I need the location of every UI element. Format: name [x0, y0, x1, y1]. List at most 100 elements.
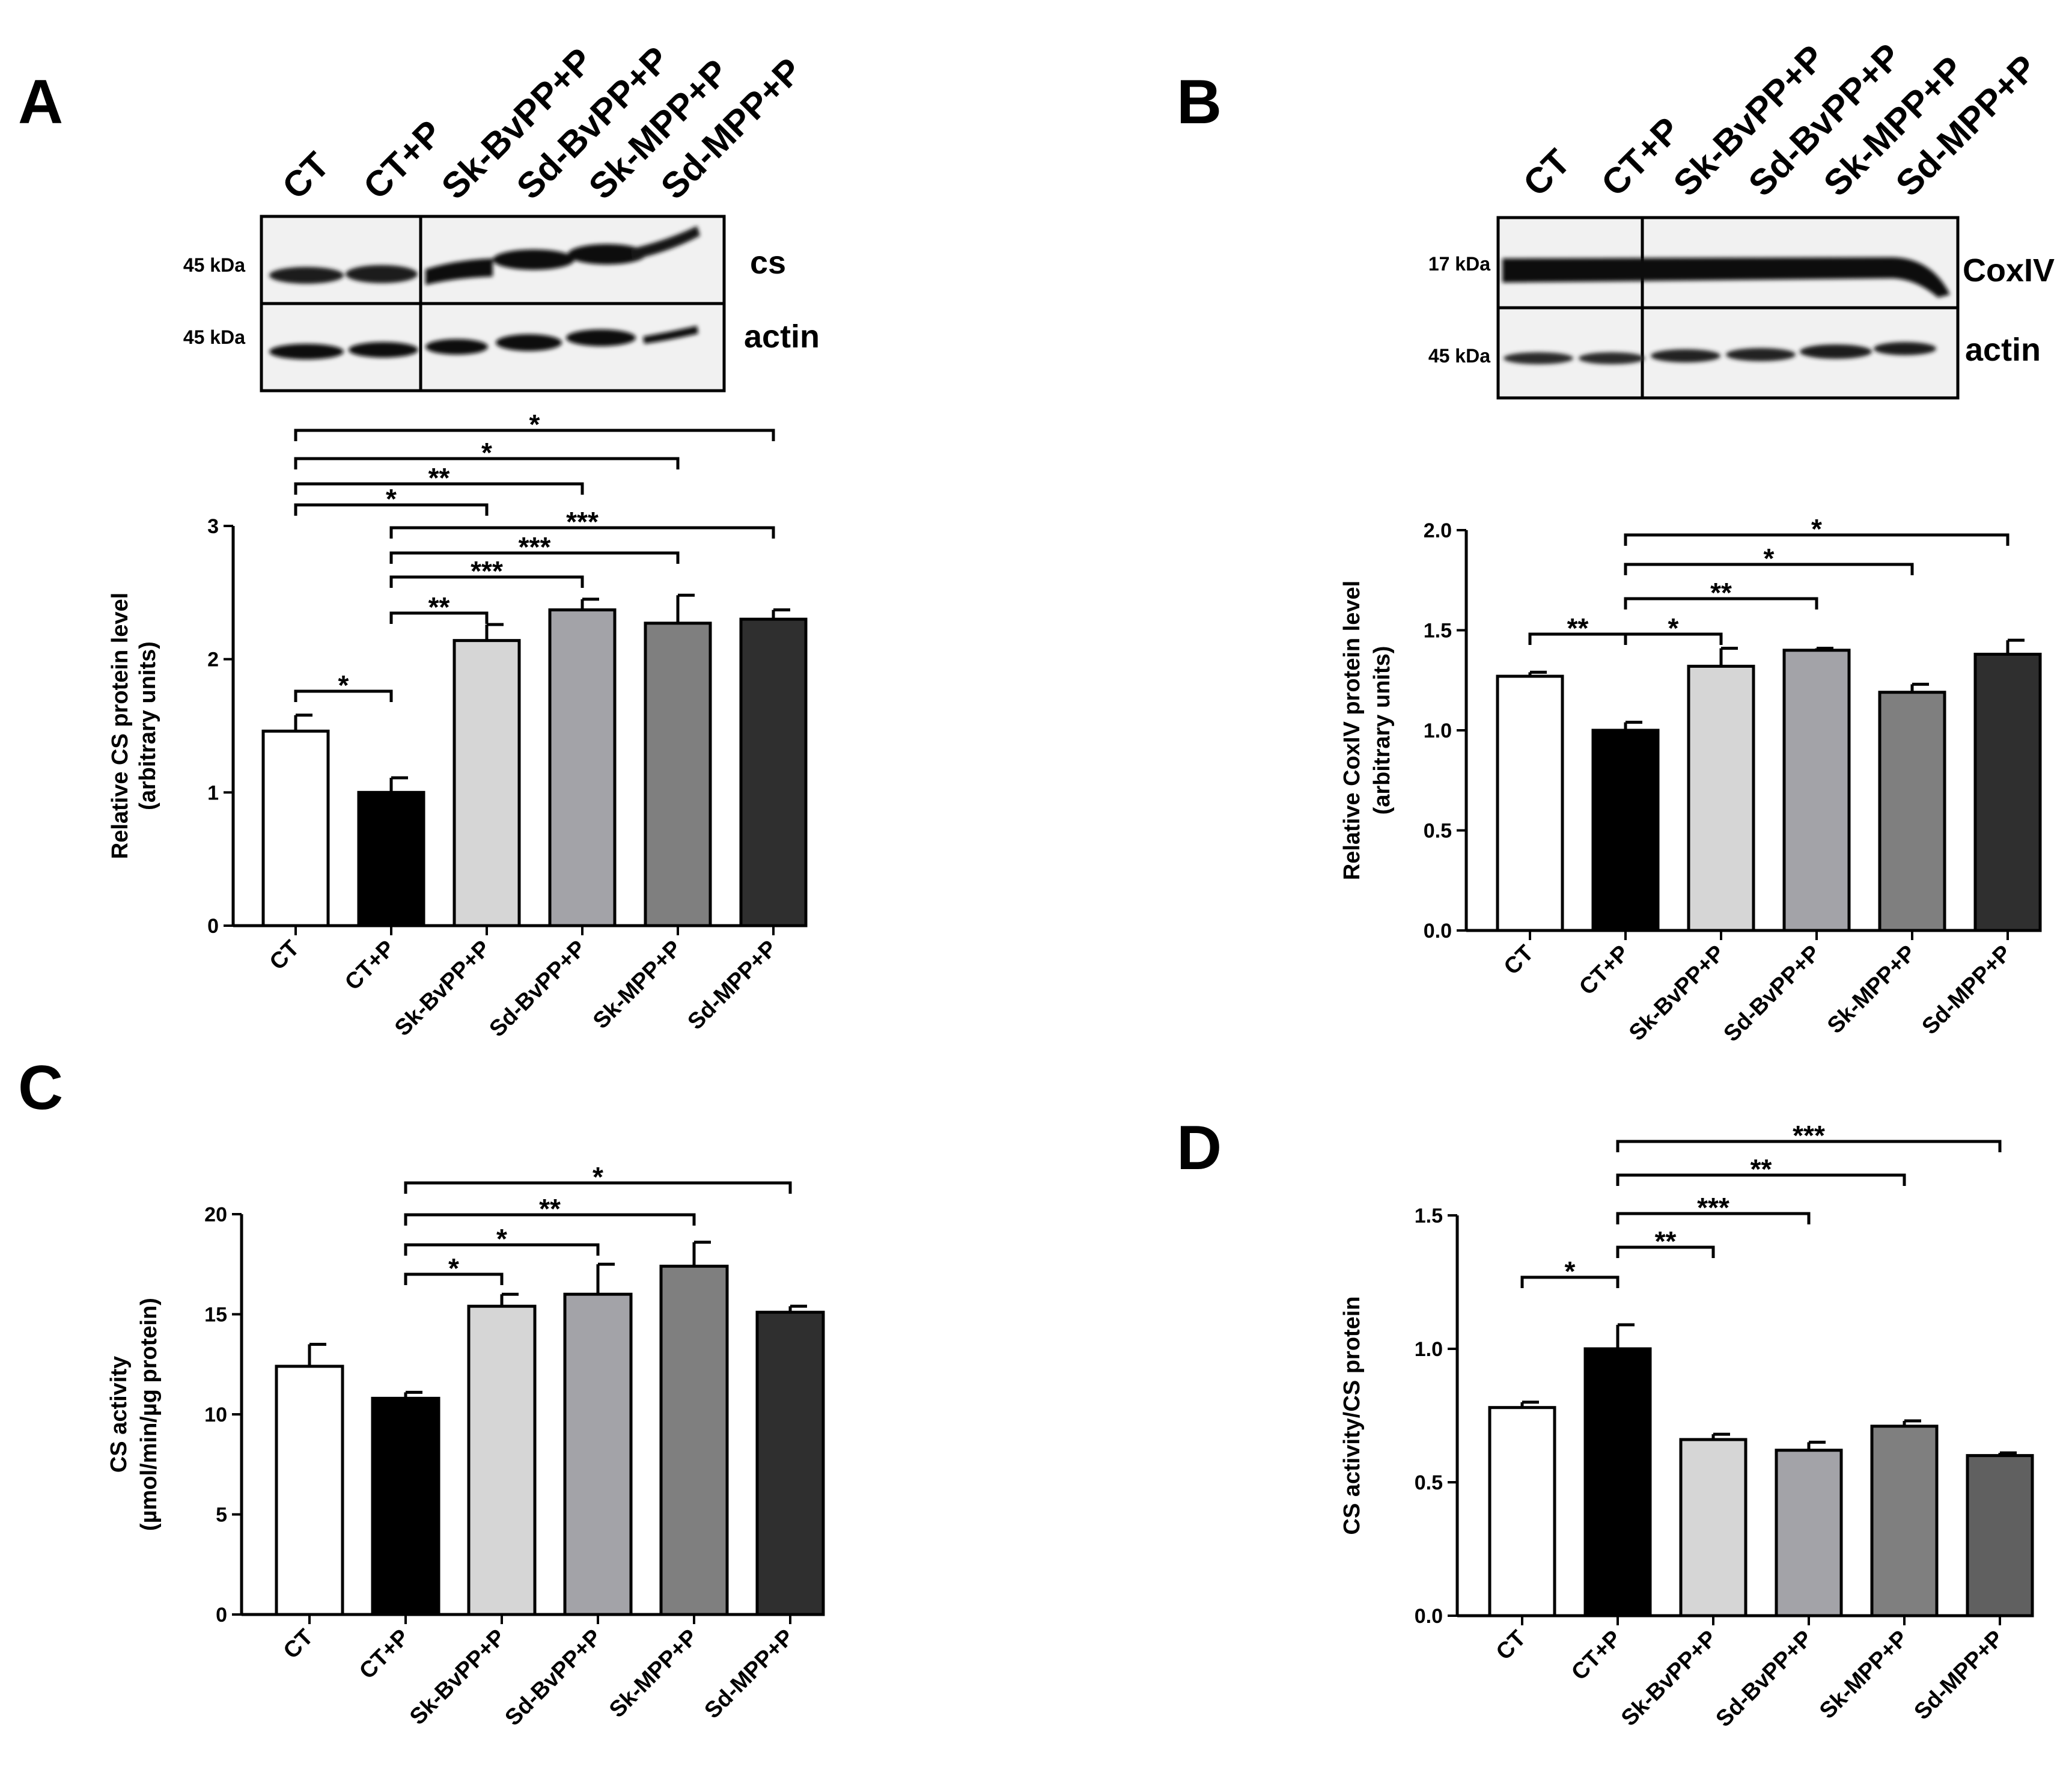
- actin-bands-b: [1504, 342, 1936, 364]
- bar: [1488, 1406, 1556, 1618]
- y-tick-label: 0.0: [1424, 920, 1452, 942]
- bar-chart-d: 0.0 0.5 1.0 1.5 CS activity/CS protein CT CT+P…: [1339, 1120, 2034, 1732]
- x-tick-label: Sk-BvPP+P: [1616, 1626, 1722, 1731]
- x-tick-label: Sk-MPP+P: [1815, 1626, 1913, 1724]
- x-tick-label: CT+P: [1567, 1626, 1626, 1685]
- x-tick-label: Sd-MPP+P: [683, 936, 782, 1035]
- significance-label: ***: [519, 531, 551, 563]
- significance-label: **: [1710, 577, 1732, 608]
- bar: [1878, 691, 1946, 932]
- bar: [548, 608, 617, 927]
- kda-label: 17 kDa: [1428, 253, 1490, 275]
- bar-chart-a: 0 1 2 3 Relative CS protein level (arbitrary …: [108, 409, 808, 1042]
- x-tick-label: Sk-BvPP+P: [390, 936, 495, 1041]
- band: [269, 267, 344, 284]
- bar: [739, 617, 808, 927]
- band: [1504, 352, 1573, 364]
- significance-label: **: [1751, 1153, 1772, 1185]
- bar: [755, 1310, 825, 1616]
- significance-label: *: [448, 1253, 459, 1284]
- y-tick-label: 2: [207, 649, 219, 671]
- panel-label-b: B: [1177, 67, 1222, 137]
- y-tick-label: 1: [207, 781, 219, 804]
- kda-label: 45 kDa: [183, 326, 245, 348]
- bar: [357, 790, 425, 927]
- significance-label: ***: [1793, 1120, 1825, 1151]
- significance-bracket: [1624, 563, 1914, 575]
- y-tick-label: 5: [216, 1504, 227, 1527]
- y-axis-label: (µmol/min/µg protein): [136, 1298, 162, 1531]
- coxiv-bands: [1502, 257, 1950, 298]
- bar: [1973, 652, 2042, 932]
- significance-label: *: [386, 483, 397, 515]
- y-tick-label: 0: [207, 915, 219, 938]
- lane-label: CT+P: [1594, 109, 1688, 204]
- band: [496, 334, 562, 351]
- bar: [275, 1364, 344, 1616]
- x-tick-label: CT+P: [340, 936, 400, 995]
- x-tick-label: Sd-MPP+P: [1918, 941, 2017, 1040]
- y-axis-label: CS activity: [106, 1356, 132, 1473]
- lane-labels-b: CT CT+PSk-BvPP+PSd-BvPP+PSk-MPP+PSd-MPP+P: [1516, 36, 2045, 204]
- y-tick-label: 2.0: [1424, 519, 1452, 542]
- x-tick-label: CT: [1492, 1626, 1531, 1666]
- bar: [1775, 1449, 1843, 1618]
- kda-label: 45 kDa: [1428, 345, 1490, 367]
- bar: [1583, 1347, 1652, 1618]
- band: [425, 339, 488, 355]
- bar: [563, 1292, 633, 1616]
- significance-bracket: [404, 1243, 600, 1256]
- lane-label: CT: [1516, 141, 1578, 204]
- panel-label-a: A: [18, 67, 63, 137]
- x-tick-label: Sk-MPP+P: [605, 1625, 702, 1723]
- bar: [261, 729, 330, 927]
- significance-bracket: [294, 429, 775, 441]
- y-axis-label: (arbitrary units): [1370, 646, 1395, 815]
- lane-labels-a: CT CT+PSk-BvPP+PSd-BvPP+PSk-MPP+PSd-MPP+P: [275, 39, 810, 207]
- y-tick-label: 20: [204, 1203, 227, 1226]
- significance-bracket: [389, 526, 775, 539]
- y-tick-label: 0.5: [1415, 1471, 1443, 1494]
- significance-bracket: [1616, 1140, 2002, 1152]
- band: [1726, 348, 1796, 361]
- significance-bracket: [294, 689, 393, 702]
- band: [1874, 342, 1936, 355]
- significance-bracket: [404, 1213, 696, 1226]
- x-tick-label: CT+P: [355, 1625, 414, 1684]
- significance-label: **: [539, 1193, 561, 1224]
- y-tick-label: 1.0: [1415, 1338, 1443, 1361]
- significance-label: ***: [566, 506, 599, 537]
- kda-label: 45 kDa: [183, 254, 245, 276]
- y-tick-label: 1.5: [1415, 1205, 1443, 1227]
- significance-label: ***: [471, 555, 503, 587]
- bar: [1687, 664, 1755, 932]
- protein-label-coxiv: CoxIV: [1963, 252, 2055, 289]
- significance-label: ***: [1697, 1192, 1729, 1223]
- band: [631, 226, 700, 260]
- significance-label: **: [1567, 613, 1589, 644]
- significance-bracket: [1624, 533, 2010, 546]
- x-tick-label: Sk-BvPP+P: [1624, 941, 1729, 1046]
- x-tick-label: CT: [1499, 941, 1539, 980]
- significance-bracket: [389, 575, 584, 588]
- x-tick-label: Sd-BvPP+P: [1719, 941, 1826, 1047]
- band: [1502, 257, 1950, 298]
- bar: [1966, 1454, 2034, 1618]
- x-tick-label: CT+P: [1574, 941, 1634, 1000]
- bar: [644, 622, 712, 927]
- y-axis-label: (arbitrary units): [135, 641, 160, 810]
- x-tick-label: Sd-BvPP+P: [1711, 1626, 1818, 1732]
- bar-chart-c: 0 5 10 15 20 CS activity (µmol/min/µg protein)…: [106, 1161, 825, 1731]
- y-tick-label: 0.0: [1415, 1605, 1443, 1628]
- lane-label: CT: [275, 144, 337, 207]
- significance-bracket: [1616, 1212, 1811, 1224]
- band: [643, 326, 698, 344]
- significance-bracket: [1616, 1245, 1715, 1258]
- x-tick-label: Sd-MPP+P: [1910, 1626, 2009, 1725]
- significance-bracket: [404, 1272, 504, 1285]
- y-tick-label: 3: [207, 515, 219, 538]
- band: [1651, 349, 1720, 362]
- y-tick-label: 0: [216, 1604, 227, 1627]
- panel-label-c: C: [18, 1053, 63, 1123]
